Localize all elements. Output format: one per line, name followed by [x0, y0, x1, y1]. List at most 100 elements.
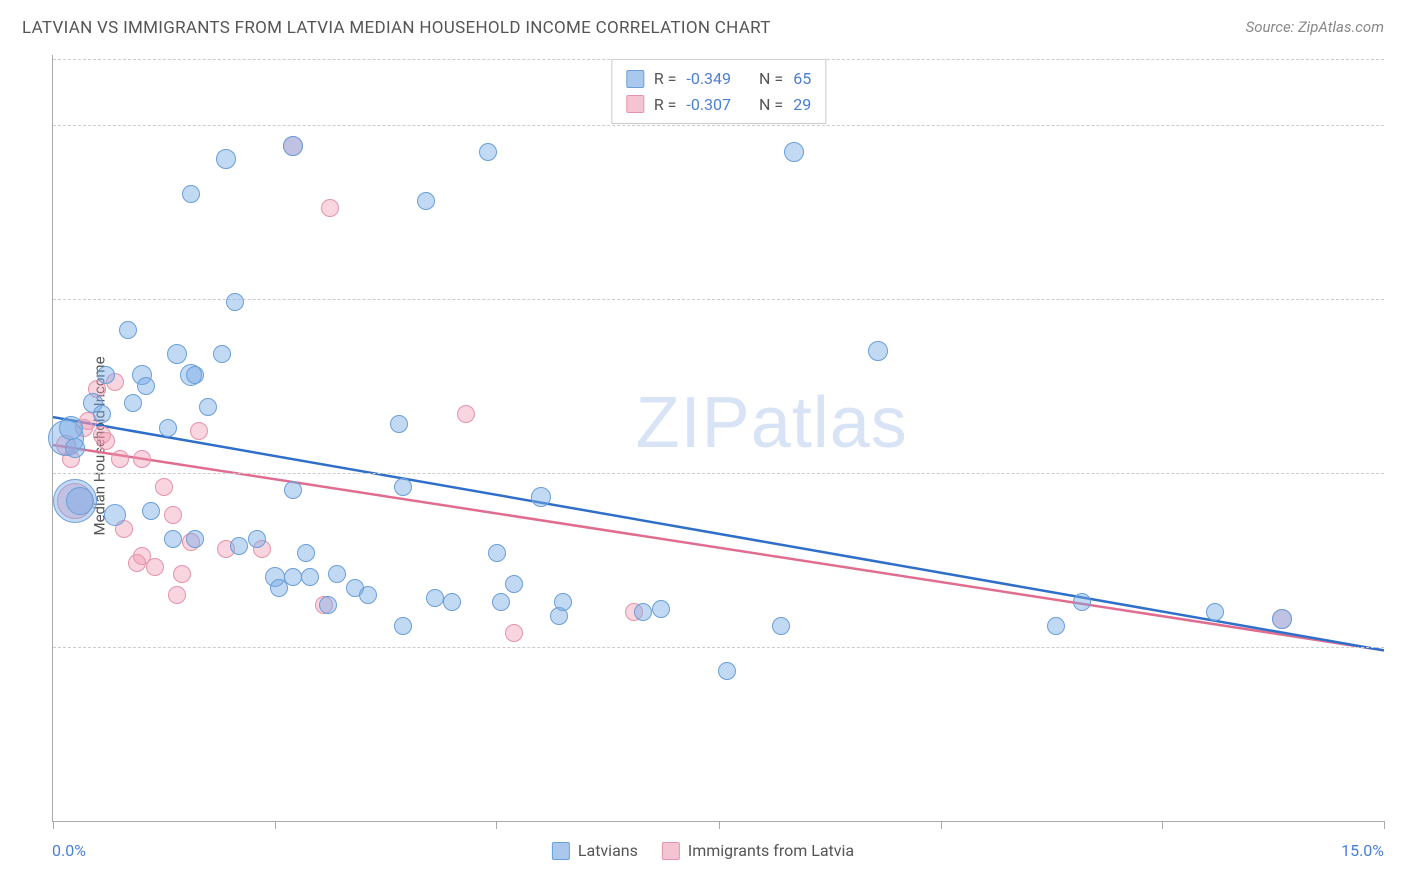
data-point-pink[interactable]	[505, 624, 523, 642]
y-tick-label: $100,000	[1392, 463, 1406, 482]
data-point-blue[interactable]	[328, 565, 346, 583]
data-point-blue[interactable]	[417, 192, 435, 210]
swatch-pink-icon	[662, 842, 680, 860]
data-point-blue[interactable]	[390, 415, 408, 433]
data-point-blue[interactable]	[283, 136, 303, 156]
data-point-blue[interactable]	[492, 593, 510, 611]
data-point-pink[interactable]	[190, 422, 208, 440]
data-point-blue[interactable]	[104, 504, 126, 526]
data-point-blue[interactable]	[443, 593, 461, 611]
data-point-blue[interactable]	[479, 143, 497, 161]
data-point-blue[interactable]	[868, 341, 888, 361]
gridline	[53, 299, 1384, 300]
data-point-blue[interactable]	[426, 589, 444, 607]
data-point-pink[interactable]	[457, 405, 475, 423]
data-point-pink[interactable]	[155, 478, 173, 496]
n-label: N =	[759, 92, 783, 118]
r-label: R =	[654, 66, 677, 92]
r-value: -0.349	[686, 66, 731, 92]
data-point-blue[interactable]	[531, 487, 551, 507]
data-point-blue[interactable]	[284, 568, 302, 586]
data-point-blue[interactable]	[718, 662, 736, 680]
r-label: R =	[654, 92, 677, 118]
data-point-blue[interactable]	[394, 478, 412, 496]
data-point-pink[interactable]	[97, 432, 115, 450]
data-point-blue[interactable]	[97, 366, 115, 384]
x-tick	[53, 821, 54, 829]
x-tick	[1384, 821, 1385, 829]
swatch-blue-icon	[626, 70, 644, 88]
x-axis-min-label: 0.0%	[52, 841, 86, 860]
gridline	[53, 125, 1384, 126]
source-label: Source: ZipAtlas.com	[1246, 18, 1384, 36]
data-point-blue[interactable]	[772, 617, 790, 635]
x-tick	[275, 821, 276, 829]
data-point-blue[interactable]	[142, 502, 160, 520]
legend-item-pink: Immigrants from Latvia	[662, 841, 854, 860]
watermark: ZIPatlas	[636, 382, 908, 464]
legend-row-blue: R = -0.349 N = 65	[626, 66, 811, 92]
n-value: 29	[793, 92, 811, 118]
y-tick-label: $200,000	[1392, 115, 1406, 134]
data-point-pink[interactable]	[321, 199, 339, 217]
data-point-blue[interactable]	[226, 293, 244, 311]
trend-lines	[53, 55, 1384, 821]
data-point-blue[interactable]	[186, 366, 204, 384]
data-point-blue[interactable]	[213, 345, 231, 363]
y-tick-label: $150,000	[1392, 289, 1406, 308]
data-point-blue[interactable]	[1073, 593, 1091, 611]
data-point-blue[interactable]	[634, 603, 652, 621]
data-point-blue[interactable]	[652, 600, 670, 618]
n-label: N =	[759, 66, 783, 92]
data-point-blue[interactable]	[1206, 603, 1224, 621]
data-point-blue[interactable]	[319, 596, 337, 614]
data-point-blue[interactable]	[124, 394, 142, 412]
data-point-blue[interactable]	[488, 544, 506, 562]
data-point-blue[interactable]	[66, 487, 94, 515]
x-tick	[719, 821, 720, 829]
data-point-blue[interactable]	[65, 438, 85, 458]
data-point-blue[interactable]	[505, 575, 523, 593]
y-tick-label: $50,000	[1392, 637, 1406, 656]
data-point-blue[interactable]	[216, 149, 236, 169]
swatch-blue-icon	[552, 842, 570, 860]
legend-row-pink: R = -0.307 N = 29	[626, 92, 811, 118]
data-point-blue[interactable]	[199, 398, 217, 416]
data-point-blue[interactable]	[230, 537, 248, 555]
chart-container: LATVIAN VS IMMIGRANTS FROM LATVIA MEDIAN…	[0, 0, 1406, 892]
chart-title: LATVIAN VS IMMIGRANTS FROM LATVIA MEDIAN…	[22, 18, 771, 38]
data-point-pink[interactable]	[133, 450, 151, 468]
x-tick	[496, 821, 497, 829]
data-point-blue[interactable]	[93, 405, 111, 423]
data-point-blue[interactable]	[1272, 609, 1292, 629]
data-point-pink[interactable]	[164, 506, 182, 524]
data-point-blue[interactable]	[248, 530, 266, 548]
data-point-blue[interactable]	[394, 617, 412, 635]
data-point-blue[interactable]	[1047, 617, 1065, 635]
data-point-blue[interactable]	[164, 530, 182, 548]
data-point-blue[interactable]	[119, 321, 137, 339]
legend-label: Immigrants from Latvia	[688, 841, 854, 860]
data-point-blue[interactable]	[297, 544, 315, 562]
correlation-legend: R = -0.349 N = 65 R = -0.307 N = 29	[611, 59, 826, 124]
data-point-blue[interactable]	[159, 419, 177, 437]
data-point-blue[interactable]	[359, 586, 377, 604]
data-point-blue[interactable]	[284, 481, 302, 499]
data-point-blue[interactable]	[59, 416, 83, 440]
data-point-blue[interactable]	[554, 593, 572, 611]
data-point-blue[interactable]	[186, 530, 204, 548]
gridline	[53, 647, 1384, 648]
legend-label: Latvians	[578, 841, 638, 860]
swatch-pink-icon	[626, 95, 644, 113]
data-point-pink[interactable]	[111, 450, 129, 468]
data-point-blue[interactable]	[182, 185, 200, 203]
gridline	[53, 473, 1384, 474]
data-point-pink[interactable]	[168, 586, 186, 604]
data-point-pink[interactable]	[146, 558, 164, 576]
data-point-blue[interactable]	[301, 568, 319, 586]
plot-area: ZIPatlas R = -0.349 N = 65 R = -0.307 N …	[52, 55, 1384, 822]
data-point-blue[interactable]	[137, 377, 155, 395]
data-point-blue[interactable]	[784, 142, 804, 162]
data-point-blue[interactable]	[167, 344, 187, 364]
data-point-pink[interactable]	[173, 565, 191, 583]
